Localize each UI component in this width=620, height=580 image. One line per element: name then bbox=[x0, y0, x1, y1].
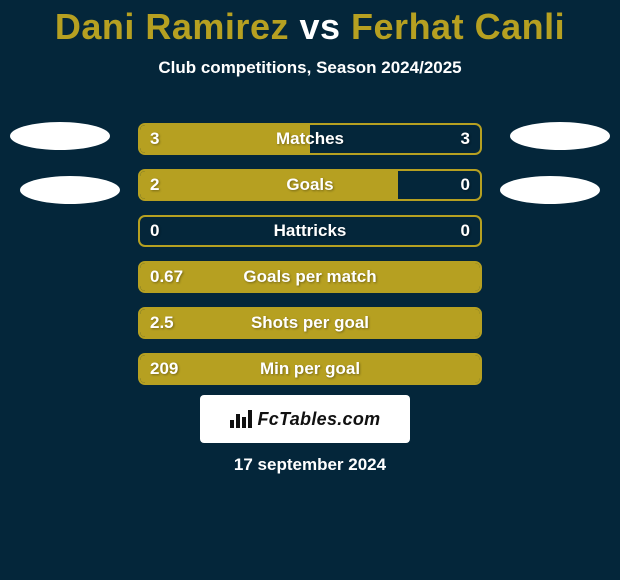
brand-box: FcTables.com bbox=[200, 395, 410, 443]
stat-row: Goals per match0.67 bbox=[0, 261, 620, 293]
stat-value-left: 3 bbox=[150, 123, 159, 155]
player1-name: Dani Ramirez bbox=[55, 6, 289, 47]
stat-row: Matches3 3 bbox=[0, 123, 620, 155]
stat-row: Shots per goal2.5 bbox=[0, 307, 620, 339]
stat-label: Matches bbox=[140, 125, 480, 153]
stat-bar: Hattricks bbox=[138, 215, 482, 247]
stat-value-left: 2 bbox=[150, 169, 159, 201]
stat-value-right: 0 bbox=[461, 169, 470, 201]
comparison-infographic: Dani Ramirez vs Ferhat Canli Club compet… bbox=[0, 0, 620, 580]
stat-row: Min per goal209 bbox=[0, 353, 620, 385]
title-vs: vs bbox=[299, 6, 340, 47]
stat-label: Goals bbox=[140, 171, 480, 199]
stat-bar: Shots per goal bbox=[138, 307, 482, 339]
player2-name: Ferhat Canli bbox=[351, 6, 565, 47]
stat-value-right: 0 bbox=[461, 215, 470, 247]
stat-label: Min per goal bbox=[140, 355, 480, 383]
date-label: 17 september 2024 bbox=[0, 455, 620, 475]
stat-row: Hattricks0 0 bbox=[0, 215, 620, 247]
stat-row: Goals2 0 bbox=[0, 169, 620, 201]
stat-bar: Matches bbox=[138, 123, 482, 155]
stat-bar: Goals bbox=[138, 169, 482, 201]
stat-value-left: 209 bbox=[150, 353, 178, 385]
stat-label: Shots per goal bbox=[140, 309, 480, 337]
stat-bar: Min per goal bbox=[138, 353, 482, 385]
page-title: Dani Ramirez vs Ferhat Canli bbox=[0, 0, 620, 48]
stat-bar: Goals per match bbox=[138, 261, 482, 293]
stat-value-left: 2.5 bbox=[150, 307, 174, 339]
stat-value-left: 0.67 bbox=[150, 261, 183, 293]
brand-text: FcTables.com bbox=[258, 409, 381, 430]
stat-value-left: 0 bbox=[150, 215, 159, 247]
subtitle: Club competitions, Season 2024/2025 bbox=[0, 58, 620, 78]
stat-label: Goals per match bbox=[140, 263, 480, 291]
stat-value-right: 3 bbox=[461, 123, 470, 155]
bar-chart-icon bbox=[230, 410, 252, 428]
stat-label: Hattricks bbox=[140, 217, 480, 245]
